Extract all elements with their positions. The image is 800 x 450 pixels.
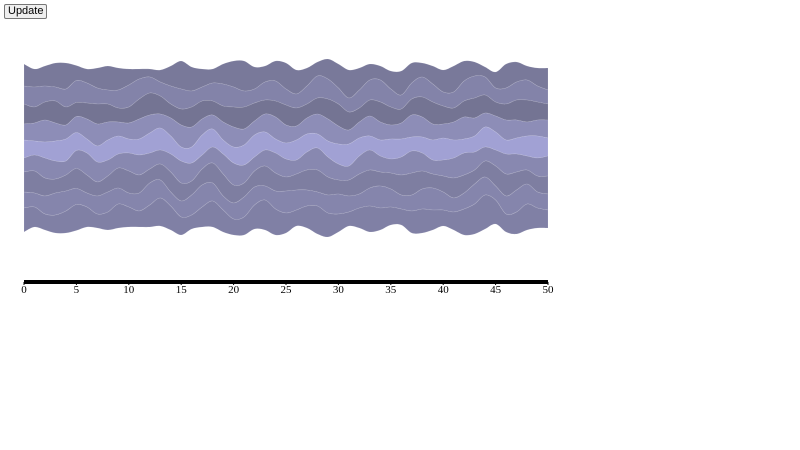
x-tick-label: 35	[385, 284, 397, 296]
update-button[interactable]: Update	[4, 4, 48, 19]
x-tick-label: 30	[333, 284, 345, 296]
x-tick-label: 10	[123, 284, 135, 296]
x-tick-label: 45	[490, 284, 502, 296]
x-tick-label: 5	[74, 284, 80, 296]
stream-layers	[23, 58, 549, 238]
x-tick-label: 15	[176, 284, 188, 296]
stream-layer-9	[23, 194, 549, 238]
x-axis: 0 5 10 15 20 25 30 35 40 45 50	[21, 280, 554, 296]
x-tick-label: 0	[21, 284, 27, 296]
x-tick-label: 25	[281, 284, 293, 296]
x-tick-label: 50	[543, 284, 555, 296]
x-tick-label: 20	[228, 284, 240, 296]
x-tick-label: 40	[438, 284, 450, 296]
